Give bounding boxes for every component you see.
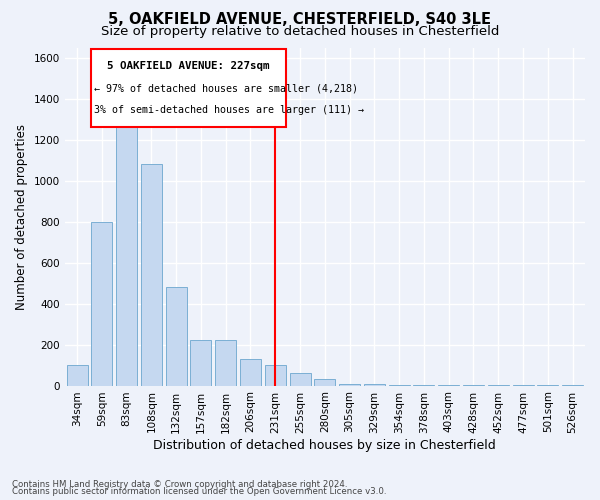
Text: Size of property relative to detached houses in Chesterfield: Size of property relative to detached ho…: [101, 25, 499, 38]
Bar: [166, 287, 187, 386]
Bar: [190, 340, 211, 386]
Bar: [364, 384, 385, 386]
Bar: [141, 164, 162, 386]
Text: 5, OAKFIELD AVENUE, CHESTERFIELD, S40 3LE: 5, OAKFIELD AVENUE, CHESTERFIELD, S40 3L…: [109, 12, 491, 28]
Text: ← 97% of detached houses are smaller (4,218): ← 97% of detached houses are smaller (4,…: [94, 83, 358, 93]
Bar: [339, 384, 360, 386]
Bar: [116, 119, 137, 386]
Bar: [215, 340, 236, 386]
Bar: [91, 222, 112, 386]
Bar: [413, 384, 434, 386]
X-axis label: Distribution of detached houses by size in Chesterfield: Distribution of detached houses by size …: [154, 440, 496, 452]
Bar: [463, 385, 484, 386]
Bar: [290, 374, 311, 386]
Text: Contains HM Land Registry data © Crown copyright and database right 2024.: Contains HM Land Registry data © Crown c…: [12, 480, 347, 489]
Bar: [240, 359, 261, 386]
Text: Contains public sector information licensed under the Open Government Licence v3: Contains public sector information licen…: [12, 487, 386, 496]
Bar: [265, 365, 286, 386]
FancyBboxPatch shape: [91, 49, 286, 127]
Bar: [67, 365, 88, 386]
Text: 3% of semi-detached houses are larger (111) →: 3% of semi-detached houses are larger (1…: [94, 105, 364, 115]
Y-axis label: Number of detached properties: Number of detached properties: [15, 124, 28, 310]
Text: 5 OAKFIELD AVENUE: 227sqm: 5 OAKFIELD AVENUE: 227sqm: [107, 62, 270, 72]
Bar: [438, 385, 459, 386]
Bar: [389, 384, 410, 386]
Bar: [314, 380, 335, 386]
